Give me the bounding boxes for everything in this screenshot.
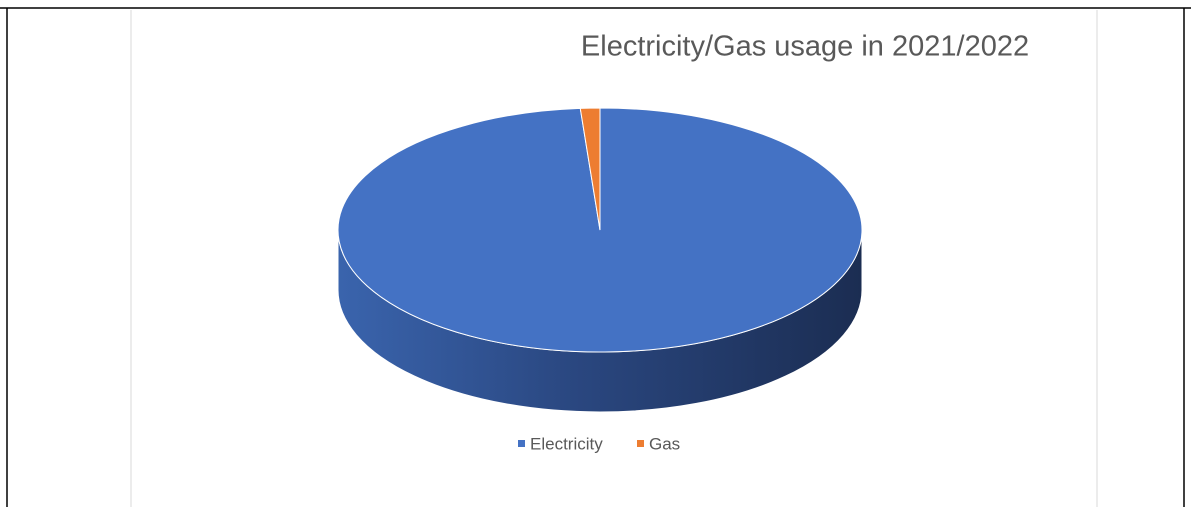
legend-label: Gas bbox=[649, 434, 680, 453]
pie bbox=[337, 107, 863, 413]
legend: Electricity Gas bbox=[518, 434, 680, 453]
pie-slice bbox=[579, 107, 601, 231]
chart-title: Electricity/Gas usage in 2021/2022 bbox=[581, 31, 1029, 63]
legend-swatch bbox=[518, 440, 525, 447]
legend-label: Electricity bbox=[530, 434, 603, 453]
legend-swatch bbox=[637, 440, 644, 447]
